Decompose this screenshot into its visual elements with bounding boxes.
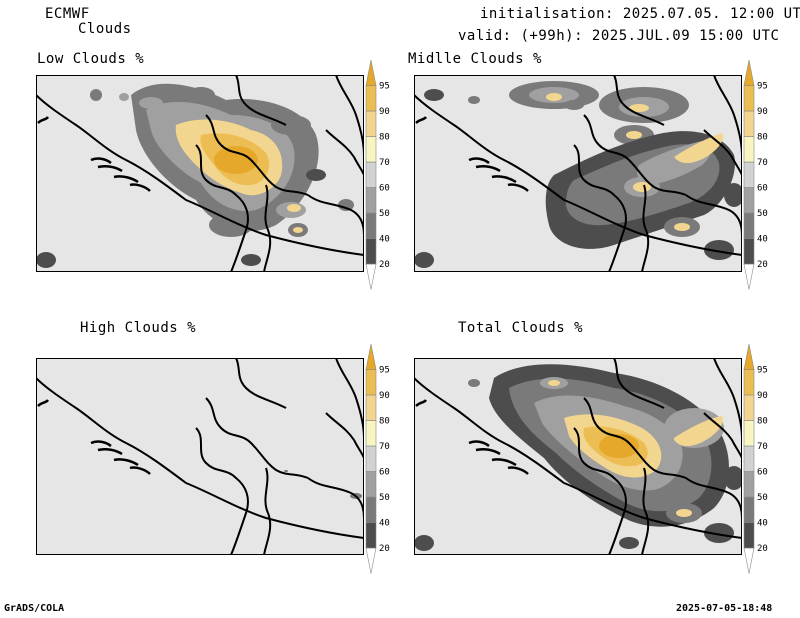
colorbar-tick-label: 80 xyxy=(379,133,390,143)
colorbar-bin xyxy=(743,343,755,370)
colorbar-bin xyxy=(743,369,755,396)
colorbar-bin xyxy=(365,445,377,472)
colorbar-tick-label: 70 xyxy=(757,158,768,168)
colorbar-bin xyxy=(365,110,377,137)
colorbar-bin xyxy=(743,522,755,549)
colorbar-bin xyxy=(365,238,377,265)
colorbar-tick-label: 40 xyxy=(757,235,768,245)
colorbar-tick-label: 50 xyxy=(379,493,390,503)
colorbar-bin xyxy=(365,420,377,447)
colorbar-bin xyxy=(743,136,755,163)
colorbar-tick-label: 95 xyxy=(757,82,768,92)
colorbar-tick-label: 95 xyxy=(757,366,768,376)
colorbar-tick-label: 20 xyxy=(757,544,768,554)
colorbar-bin xyxy=(365,187,377,214)
map-panel-high xyxy=(36,358,364,555)
colorbar-high: 20 40 50 60 70 80 90 95 xyxy=(365,343,390,574)
colorbar-bin xyxy=(365,471,377,498)
colorbar-bin xyxy=(365,85,377,112)
colorbar-tick-label: 40 xyxy=(757,519,768,529)
init-time: initialisation: 2025.07.05. 12:00 UTC xyxy=(480,6,800,22)
colorbar-bin xyxy=(365,547,377,574)
model-name: ECMWF xyxy=(45,6,90,22)
colorbar-tick-label: 90 xyxy=(379,107,390,117)
product-name: Clouds xyxy=(78,21,132,37)
colorbar-tick-label: 70 xyxy=(757,442,768,452)
colorbar-bin xyxy=(365,522,377,549)
colorbar-bin xyxy=(365,212,377,239)
colorbar-tick-label: 90 xyxy=(757,391,768,401)
colorbar-bin xyxy=(365,394,377,421)
panel-title-low: Low Clouds % xyxy=(37,51,145,67)
colorbar-bin xyxy=(365,496,377,523)
colorbar-tick-label: 80 xyxy=(757,133,768,143)
colorbar-bin xyxy=(743,187,755,214)
colorbar-tick-label: 20 xyxy=(757,260,768,270)
colorbar-tick-label: 95 xyxy=(379,82,390,92)
colorbar-bin xyxy=(365,263,377,290)
colorbar-tick-label: 70 xyxy=(379,442,390,452)
footer-software: GrADS/COLA xyxy=(4,603,65,614)
colorbar-bin xyxy=(365,136,377,163)
map-panel-low xyxy=(36,75,364,272)
colorbar-tick-label: 60 xyxy=(379,468,390,478)
colorbar-tick-label: 20 xyxy=(379,544,390,554)
colorbar-bin xyxy=(365,343,377,370)
colorbar-tick-label: 50 xyxy=(757,209,768,219)
colorbar-tick-label: 60 xyxy=(757,468,768,478)
colorbar-bin xyxy=(743,394,755,421)
colorbar-bin xyxy=(365,161,377,188)
colorbar-tick-label: 80 xyxy=(757,417,768,427)
colorbar-tick-label: 50 xyxy=(379,209,390,219)
colorbar-tick-label: 70 xyxy=(379,158,390,168)
colorbar-middle: 20 40 50 60 70 80 90 95 xyxy=(743,59,768,290)
colorbar-bin xyxy=(365,369,377,396)
colorbar-bin xyxy=(743,212,755,239)
colorbar-bin xyxy=(743,471,755,498)
colorbar-bin xyxy=(743,59,755,86)
colorbar-bin xyxy=(365,59,377,86)
colorbar-tick-label: 40 xyxy=(379,519,390,529)
colorbar-bin xyxy=(743,110,755,137)
panel-title-high: High Clouds % xyxy=(80,320,197,336)
colorbar-bin xyxy=(743,547,755,574)
colorbar-tick-label: 90 xyxy=(757,107,768,117)
colorbar-bin xyxy=(743,445,755,472)
footer-timestamp: 2025-07-05-18:48 xyxy=(676,603,773,614)
colorbar-tick-label: 60 xyxy=(379,184,390,194)
colorbar-tick-label: 90 xyxy=(379,391,390,401)
colorbar-bin xyxy=(743,496,755,523)
colorbar-bin xyxy=(743,161,755,188)
colorbar-tick-label: 95 xyxy=(379,366,390,376)
map-panel-total xyxy=(414,358,742,555)
colorbar-tick-label: 20 xyxy=(379,260,390,270)
colorbar-bin xyxy=(743,85,755,112)
colorbar-bin xyxy=(743,238,755,265)
colorbar-tick-label: 80 xyxy=(379,417,390,427)
colorbar-bin xyxy=(743,420,755,447)
colorbar-tick-label: 40 xyxy=(379,235,390,245)
colorbar-tick-label: 60 xyxy=(757,184,768,194)
colorbar-tick-label: 50 xyxy=(757,493,768,503)
colorbar-bin xyxy=(743,263,755,290)
panel-title-middle: Midlle Clouds % xyxy=(408,51,542,67)
map-panel-middle xyxy=(414,75,742,272)
colorbar-total: 20 40 50 60 70 80 90 95 xyxy=(743,343,768,574)
panel-title-total: Total Clouds % xyxy=(458,320,584,336)
valid-time: valid: (+99h): 2025.JUL.09 15:00 UTC xyxy=(458,28,780,44)
colorbar-low: 20 40 50 60 70 80 90 95 xyxy=(365,59,390,290)
